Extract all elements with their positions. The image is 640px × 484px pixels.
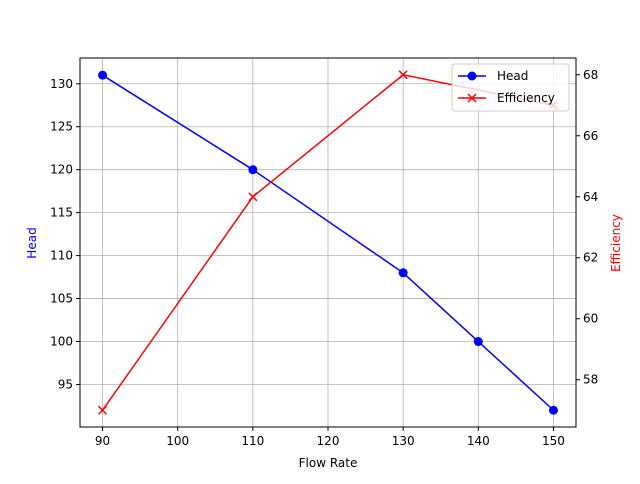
series-head: [98, 70, 558, 415]
data-point-marker: [473, 337, 483, 347]
y2-tick-label: 60: [583, 312, 598, 326]
legend-item-efficiency: Efficiency: [458, 91, 555, 105]
legend-label: Head: [497, 69, 528, 83]
legend: Head Efficiency: [451, 63, 570, 112]
y-axis-right: 58 60 62 64 66 68: [576, 68, 598, 387]
x-tick-label: 100: [166, 434, 189, 448]
data-point-marker: [248, 165, 258, 175]
data-point-marker: [398, 70, 408, 80]
y-tick-label: 100: [50, 335, 73, 349]
x-tick-label: 140: [467, 434, 490, 448]
y-tick-label: 120: [50, 163, 73, 177]
grid-lines: [80, 58, 576, 427]
x-tick-label: 90: [95, 434, 110, 448]
legend-marker-icon: [467, 93, 477, 103]
y-axis-left: 95 100 105 110 115 120 125 130: [50, 77, 80, 391]
y-tick-label: 95: [58, 377, 73, 391]
x-axis-label: Flow Rate: [299, 456, 358, 470]
y-tick-label: 130: [50, 77, 73, 91]
x-tick-label: 120: [317, 434, 340, 448]
y2-tick-label: 62: [583, 251, 598, 265]
legend-item-head: Head: [458, 69, 528, 83]
data-point-marker: [98, 405, 108, 415]
x-axis: 90 100 110 120 130 140 150: [95, 427, 565, 448]
y2-tick-label: 58: [583, 373, 598, 387]
x-tick-label: 150: [542, 434, 565, 448]
data-point-marker: [548, 405, 558, 415]
y-axis-label: Head: [25, 227, 39, 258]
y2-tick-label: 66: [583, 129, 598, 143]
y-tick-label: 105: [50, 292, 73, 306]
y2-axis-label: Efficiency: [609, 214, 623, 272]
y-tick-label: 110: [50, 249, 73, 263]
y-tick-label: 125: [50, 120, 73, 134]
y-tick-label: 115: [50, 206, 73, 220]
data-point-marker: [398, 268, 408, 278]
data-point-marker: [248, 192, 258, 202]
legend-label: Efficiency: [497, 91, 555, 105]
legend-marker-icon: [467, 71, 477, 81]
x-tick-label: 130: [392, 434, 415, 448]
data-point-marker: [98, 70, 108, 80]
y2-tick-label: 68: [583, 68, 598, 82]
x-tick-label: 110: [241, 434, 264, 448]
y2-tick-label: 64: [583, 190, 598, 204]
